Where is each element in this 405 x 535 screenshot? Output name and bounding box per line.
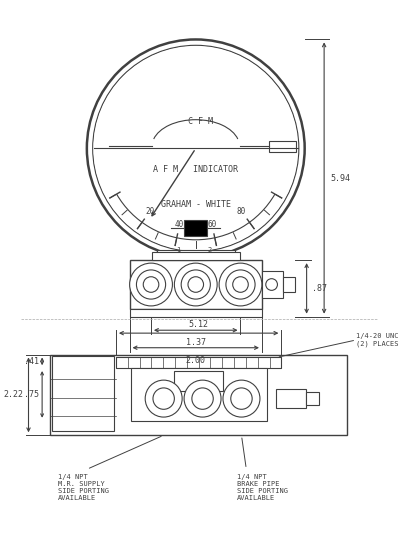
Text: 2.00: 2.00 bbox=[185, 355, 205, 364]
Bar bbox=[283, 277, 294, 292]
Text: 80: 80 bbox=[236, 207, 245, 216]
Circle shape bbox=[225, 270, 254, 299]
Circle shape bbox=[188, 277, 203, 292]
Text: .87: .87 bbox=[312, 284, 327, 293]
Circle shape bbox=[174, 263, 217, 306]
Text: 1: 1 bbox=[176, 248, 180, 254]
Circle shape bbox=[192, 388, 213, 409]
Circle shape bbox=[230, 388, 252, 409]
Circle shape bbox=[232, 277, 248, 292]
Bar bbox=[116, 357, 281, 368]
Bar bbox=[276, 389, 305, 408]
Circle shape bbox=[181, 270, 210, 299]
Bar bbox=[156, 249, 234, 260]
Bar bbox=[129, 260, 261, 309]
Text: 2: 2 bbox=[207, 248, 211, 254]
Circle shape bbox=[143, 277, 158, 292]
Text: 60: 60 bbox=[207, 220, 216, 229]
Text: C F M: C F M bbox=[188, 117, 213, 126]
Bar bbox=[129, 309, 261, 317]
Circle shape bbox=[183, 380, 220, 417]
Circle shape bbox=[153, 388, 174, 409]
Bar bbox=[268, 141, 295, 152]
Bar bbox=[183, 220, 207, 236]
Text: 1/4 NPT
M.R. SUPPLY
SIDE PORTING
AVAILABLE: 1/4 NPT M.R. SUPPLY SIDE PORTING AVAILAB… bbox=[58, 474, 109, 501]
Bar bbox=[151, 253, 239, 260]
Text: A F M   INDICATOR: A F M INDICATOR bbox=[153, 165, 238, 174]
Text: 40: 40 bbox=[175, 220, 184, 229]
Bar bbox=[50, 355, 347, 435]
Bar bbox=[174, 371, 222, 391]
Circle shape bbox=[219, 263, 261, 306]
Circle shape bbox=[222, 380, 259, 417]
Text: 1.37: 1.37 bbox=[185, 338, 205, 347]
Circle shape bbox=[145, 380, 182, 417]
Text: 1/4 NPT
BRAKE PIPE
SIDE PORTING
AVAILABLE: 1/4 NPT BRAKE PIPE SIDE PORTING AVAILABL… bbox=[236, 474, 287, 501]
Text: 2.22: 2.22 bbox=[4, 391, 23, 400]
Circle shape bbox=[265, 279, 277, 291]
Text: 5.94: 5.94 bbox=[329, 173, 349, 182]
Bar bbox=[52, 356, 114, 431]
Bar bbox=[130, 368, 266, 421]
Circle shape bbox=[94, 46, 297, 250]
Circle shape bbox=[129, 263, 172, 306]
Text: .41: .41 bbox=[24, 357, 39, 366]
Text: 1/4-20 UNC
(2) PLACES: 1/4-20 UNC (2) PLACES bbox=[355, 333, 398, 347]
Text: GRAHAM - WHITE: GRAHAM - WHITE bbox=[160, 200, 230, 209]
Text: .75: .75 bbox=[24, 390, 39, 399]
Bar bbox=[261, 271, 283, 298]
Bar bbox=[305, 392, 318, 406]
Circle shape bbox=[136, 270, 165, 299]
Text: 20: 20 bbox=[145, 207, 154, 216]
Text: 5.12: 5.12 bbox=[188, 320, 208, 329]
